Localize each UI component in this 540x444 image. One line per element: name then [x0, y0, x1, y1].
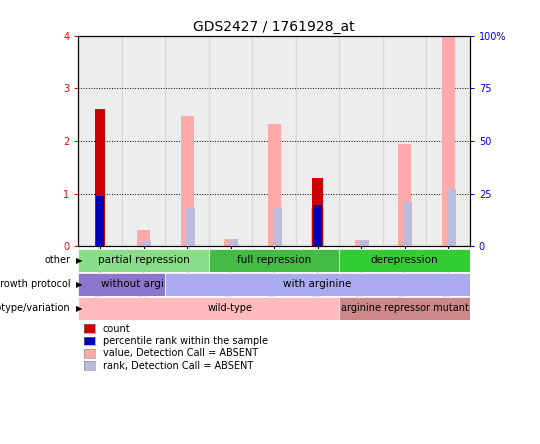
Bar	[398, 143, 411, 246]
Bar	[296, 36, 339, 246]
Text: ▶: ▶	[76, 304, 82, 313]
Text: other: other	[44, 255, 70, 265]
Bar	[355, 240, 368, 246]
Text: count: count	[103, 324, 130, 333]
Text: rank, Detection Call = ABSENT: rank, Detection Call = ABSENT	[103, 361, 253, 371]
Bar	[224, 239, 237, 246]
Bar	[230, 239, 238, 246]
Text: full repression: full repression	[237, 255, 311, 265]
Bar	[96, 196, 104, 246]
Bar	[339, 36, 383, 246]
Text: derepression: derepression	[371, 255, 438, 265]
Bar	[137, 230, 150, 246]
Bar	[383, 36, 426, 246]
Bar	[78, 36, 122, 246]
Bar	[180, 116, 193, 246]
Text: growth protocol: growth protocol	[0, 279, 70, 289]
Bar	[94, 109, 105, 246]
Bar	[447, 190, 456, 246]
Bar	[403, 202, 412, 246]
Text: with arginine: with arginine	[284, 279, 352, 289]
Bar	[165, 36, 209, 246]
Bar	[442, 36, 455, 246]
Bar	[209, 36, 252, 246]
Text: wild-type: wild-type	[208, 303, 253, 313]
Text: arginine repressor mutant: arginine repressor mutant	[341, 303, 469, 313]
Bar	[267, 123, 281, 246]
Bar	[426, 36, 470, 246]
Bar	[143, 241, 151, 246]
Text: percentile rank within the sample: percentile rank within the sample	[103, 336, 268, 346]
Text: partial repression: partial repression	[98, 255, 190, 265]
Bar	[186, 209, 194, 246]
Text: genotype/variation: genotype/variation	[0, 303, 70, 313]
Text: ▶: ▶	[76, 280, 82, 289]
Bar	[273, 209, 282, 246]
Title: GDS2427 / 1761928_at: GDS2427 / 1761928_at	[193, 20, 355, 35]
Bar	[313, 205, 322, 246]
Text: ▶: ▶	[76, 256, 82, 265]
Bar	[252, 36, 296, 246]
Bar	[122, 36, 165, 246]
Bar	[311, 209, 324, 246]
Text: without arginine: without arginine	[101, 279, 186, 289]
Bar	[312, 178, 323, 246]
Text: value, Detection Call = ABSENT: value, Detection Call = ABSENT	[103, 349, 258, 358]
Bar	[360, 240, 369, 246]
